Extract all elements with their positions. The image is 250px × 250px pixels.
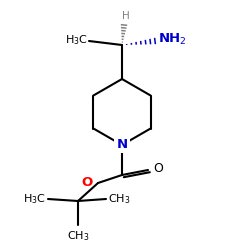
- Text: O: O: [153, 162, 163, 175]
- Text: CH$_3$: CH$_3$: [67, 229, 89, 243]
- Text: CH$_3$: CH$_3$: [108, 192, 130, 206]
- Text: NH$_2$: NH$_2$: [158, 32, 187, 46]
- Text: N: N: [116, 138, 128, 151]
- Text: O: O: [82, 176, 93, 190]
- Text: H$_3$C: H$_3$C: [23, 192, 46, 206]
- Text: H$_3$C: H$_3$C: [65, 33, 88, 47]
- Text: H: H: [122, 11, 130, 21]
